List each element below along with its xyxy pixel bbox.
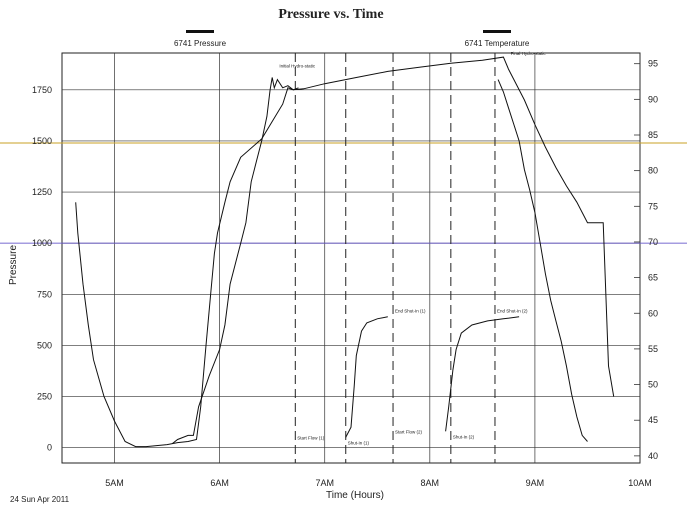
- x-tick-label: 6AM: [210, 478, 229, 488]
- y2-tick-label: 90: [648, 94, 658, 104]
- annotation-label: Start Flow (2): [395, 429, 423, 434]
- y-tick-label: 1500: [32, 136, 52, 146]
- legend-swatch-pressure: [186, 30, 214, 33]
- y2-tick-label: 60: [648, 308, 658, 318]
- series-line: [171, 77, 299, 444]
- y-tick-label: 1750: [32, 85, 52, 95]
- y-tick-label: 250: [37, 392, 52, 402]
- plot-frame: [61, 52, 641, 464]
- annotations: Initial Hydro-static End Shut-In (1) Start…: [279, 51, 546, 446]
- annotation-label: Shut-In (2): [453, 435, 475, 440]
- y-axis-ticks: 0 250 500 750 1000 1250 1500 1750: [32, 85, 52, 453]
- x-tick-label: 7AM: [315, 478, 334, 488]
- y2-tick-label: 40: [648, 451, 658, 461]
- series-line: [445, 316, 520, 432]
- y2-tick-label: 95: [648, 59, 658, 69]
- y2-tick-label: 75: [648, 201, 658, 211]
- y-tick-label: 750: [37, 289, 52, 299]
- x-tick-label: 9AM: [526, 478, 545, 488]
- legend-label-temperature: 6741 Temperature: [465, 39, 530, 48]
- x-axis-label: Time (Hours): [326, 490, 384, 501]
- annotation-label: Start Flow (1): [297, 436, 325, 441]
- x-tick-label: 10AM: [628, 478, 652, 488]
- series-group: [75, 56, 615, 448]
- y-tick-label: 1000: [32, 238, 52, 248]
- x-tick-label: 8AM: [421, 478, 440, 488]
- y-tick-label: 1250: [32, 187, 52, 197]
- x-axis-ticks: 5AM 6AM 7AM 8AM 9AM 10AM: [105, 478, 651, 488]
- annotation-label: End Shut-In (2): [497, 309, 528, 314]
- grid: [62, 53, 641, 463]
- chart-title: Pressure vs. Time: [278, 7, 383, 22]
- series-line: [75, 56, 615, 448]
- annotation-label: End Shut-In (1): [395, 309, 426, 314]
- y2-tick-label: 85: [648, 130, 658, 140]
- y2-tick-label: 80: [648, 166, 658, 176]
- y-axis-label: Pressure: [8, 245, 19, 285]
- date-label: 24 Sun Apr 2011: [10, 495, 70, 504]
- event-lines: [294, 53, 496, 463]
- y2-axis-ticks: 40 45 50 55 60 65 70 75 80 85 90 95: [648, 59, 658, 461]
- y2-tick-label: 45: [648, 415, 658, 425]
- y-tick-label: 0: [47, 443, 52, 453]
- reference-lines: [0, 142, 687, 244]
- legend-label-pressure: 6741 Pressure: [174, 39, 227, 48]
- y2-tick-label: 70: [648, 237, 658, 247]
- x-tick-label: 5AM: [105, 478, 124, 488]
- y-tick-label: 500: [37, 340, 52, 350]
- series-line: [497, 79, 588, 442]
- y2-tick-label: 55: [648, 344, 658, 354]
- y2-tick-label: 50: [648, 380, 658, 390]
- annotation-label: Final Hydro-static: [511, 51, 547, 56]
- annotation-label: Initial Hydro-static: [279, 63, 316, 68]
- legend-swatch-temperature: [483, 30, 511, 33]
- y2-tick-label: 65: [648, 273, 658, 283]
- series-line: [345, 316, 388, 438]
- annotation-label: Shut-In (1): [348, 441, 370, 446]
